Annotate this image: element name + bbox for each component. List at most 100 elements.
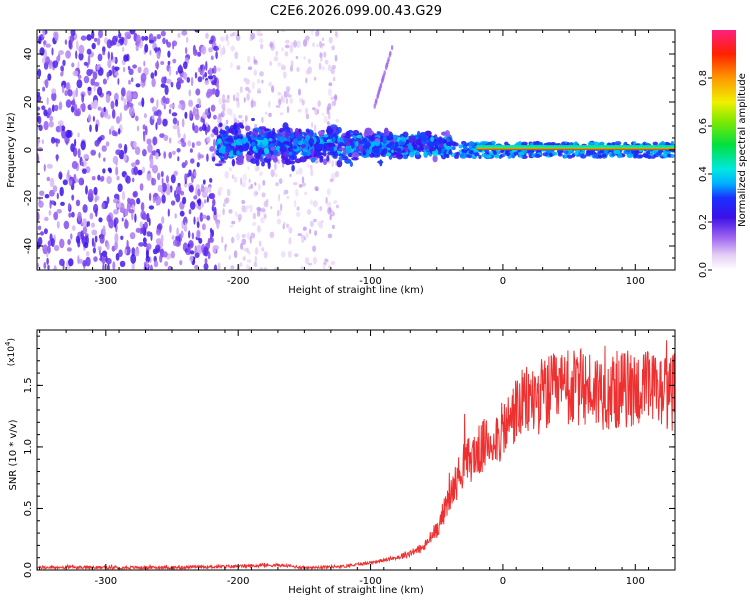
heatmap-cell [208,185,212,194]
heatmap-cell [631,150,637,154]
heatmap-cell [362,150,367,156]
heatmap-cell [93,81,100,87]
heatmap-cell [222,208,225,216]
heatmap-cell [492,150,497,155]
heatmap-cell [176,227,179,237]
heatmap-cell [101,202,106,210]
heatmap-cell [193,171,197,177]
heatmap-cell [153,260,159,268]
heatmap-cell [218,213,221,218]
heatmap-cell [106,242,110,250]
heatmap-cell [240,125,245,129]
heatmap-cell [116,202,121,208]
heatmap-cell [145,255,150,263]
heatmap-cell [59,238,65,249]
heatmap-cell [286,223,290,229]
heatmap-cell [106,176,112,184]
heatmap-cell [274,173,278,178]
heatmap-cell [105,93,111,104]
heatmap-cell [329,178,334,183]
heatmap-cell [277,159,280,165]
heatmap-cell [112,65,115,75]
heatmap-cell [256,136,265,141]
heatmap-cell [112,261,116,270]
spectrogram-x-axis: -300 -200 -100 0 100 [39,30,676,287]
heatmap-cell [182,72,188,80]
heatmap-cell [295,55,299,60]
heatmap-cell [123,36,128,46]
heatmap-cell [117,183,123,192]
x-tick-label: -100 [359,576,382,587]
heatmap-cell [146,231,152,237]
heatmap-cell [438,137,443,145]
heatmap-cell [172,58,177,64]
heatmap-cell [217,262,221,270]
heatmap-cell [82,218,87,228]
heatmap-marks [37,30,675,270]
heatmap-cell [176,148,181,153]
heatmap-cell [123,98,127,107]
heatmap-cell [117,128,121,135]
heatmap-cell [289,45,294,54]
heatmap-cell [263,267,267,270]
heatmap-cell [453,142,459,147]
heatmap-cell [173,170,178,176]
heatmap-cell [63,220,70,230]
heatmap-cell [592,141,599,146]
x-tick-label: 100 [626,276,645,287]
heatmap-cell [317,207,321,211]
heatmap-cell [376,94,379,100]
heatmap-cell [176,120,180,127]
y-tick-label: 0.5 [23,501,34,517]
heatmap-cell [143,132,146,142]
heatmap-cell [184,248,188,253]
heatmap-cell [351,157,359,161]
heatmap-cell [60,71,64,77]
heatmap-cell [130,162,137,168]
heatmap-cell [172,124,178,130]
heatmap-cell [51,91,57,102]
snr-x-label: Height of straight line (km) [288,585,424,596]
heatmap-cell [163,134,169,141]
heatmap-cell [338,156,343,162]
heatmap-cell [381,132,389,137]
heatmap-cell [131,77,134,82]
heatmap-cell [324,59,329,65]
heatmap-cell [51,238,55,247]
heatmap-cell [388,132,394,140]
heatmap-cell [331,45,335,51]
heatmap-cell [293,199,297,208]
heatmap-cell [225,98,230,104]
heatmap-cell [42,244,48,249]
heatmap-cell [317,100,321,107]
heatmap-cell [288,237,292,245]
heatmap-cell [128,102,134,108]
heatmap-cell [75,178,79,183]
heatmap-cell [208,67,213,77]
heatmap-cell [250,32,256,40]
heatmap-cell [505,152,511,157]
heatmap-cell [115,99,119,107]
heatmap-cell [340,155,349,161]
heatmap-cell [192,49,198,56]
heatmap-cell [283,150,290,158]
heatmap-cell [212,114,217,120]
heatmap-cell [51,104,55,113]
heatmap-cell [77,148,81,159]
heatmap-cell [334,171,339,178]
heatmap-cell [458,144,463,149]
heatmap-cell [255,166,260,171]
heatmap-cell [128,209,135,214]
heatmap-cell [75,199,81,207]
heatmap-cell [273,56,279,62]
heatmap-cell [241,234,246,238]
heatmap-cell [426,140,435,148]
heatmap-cell [132,191,138,198]
heatmap-cell [236,158,244,163]
heatmap-cell [271,85,275,93]
snr-plot-area [37,340,675,570]
heatmap-cell [87,55,91,66]
heatmap-cell [222,202,226,208]
heatmap-cell [291,164,295,172]
heatmap-cell [304,35,310,41]
